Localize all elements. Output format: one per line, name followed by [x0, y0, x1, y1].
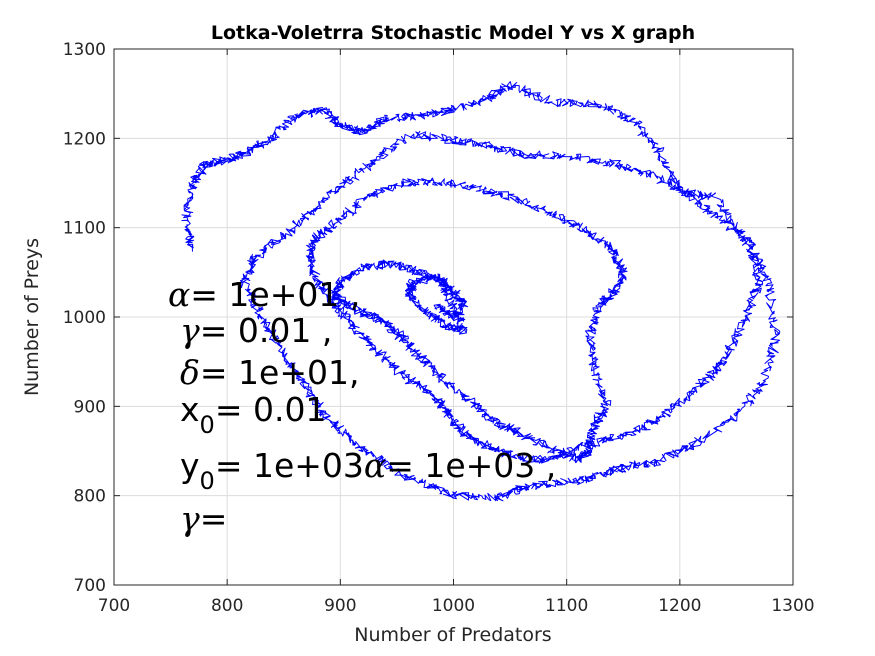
gamma2-symbol: γ: [180, 499, 200, 538]
annotation-line-y0: y0= 1e+03α= 1e+03 ,: [180, 446, 556, 495]
series-line: [181, 81, 781, 502]
annotation-line-delta: δ= 1e+01,: [180, 353, 359, 392]
chart-title: Lotka-Voletrra Stochastic Model Y vs X g…: [211, 22, 695, 44]
gamma-symbol: γ: [180, 311, 200, 350]
x-tick-label: 1100: [545, 596, 588, 616]
x-tick-label: 1300: [771, 596, 814, 616]
gamma-value: = 0.01 ,: [200, 311, 333, 350]
y-tick-label: 800: [74, 487, 106, 507]
x-tick-label: 1200: [658, 596, 701, 616]
alpha-value: = 1e+01 ,: [190, 275, 360, 314]
tick-marks: [113, 48, 794, 586]
annotation-line-gamma: γ= 0.01 ,: [180, 311, 332, 350]
delta-symbol: δ: [180, 353, 200, 392]
x-tick-label: 700: [98, 596, 130, 616]
x-tick-label: 800: [211, 596, 243, 616]
y0-value: = 1e+03: [215, 446, 364, 485]
annotation-line-alpha: α= 1e+01 ,: [168, 275, 360, 314]
y-tick-label: 1200: [63, 129, 106, 149]
alpha-symbol: α: [168, 275, 190, 314]
gamma2-value: =: [200, 499, 228, 538]
x-tick-label: 1000: [432, 596, 475, 616]
annotation-line-x0: x0= 0.01: [180, 390, 326, 439]
x-tick-labels: 700 800 900 1000 1100 1200 1300: [98, 596, 815, 616]
annotation-line-gamma2: γ=: [180, 499, 227, 538]
parameter-annotation: α= 1e+01 , γ= 0.01 , δ= 1e+01, x0= 0.01 …: [168, 275, 556, 538]
x0-value: = 0.01: [215, 390, 327, 429]
y-tick-labels: 700 800 900 1000 1100 1200 1300: [63, 40, 106, 596]
x-axis-label: Number of Predators: [354, 624, 551, 646]
x-tick-label: 900: [324, 596, 356, 616]
alpha2-symbol: α: [364, 446, 386, 485]
y-tick-label: 1100: [63, 219, 106, 239]
delta-value: = 1e+01,: [200, 353, 360, 392]
y-tick-label: 900: [74, 397, 106, 417]
y-axis-label: Number of Preys: [21, 238, 43, 396]
x0-subscript: 0: [200, 411, 215, 439]
y0-subscript: 0: [200, 467, 215, 495]
y0-symbol: y: [180, 446, 200, 485]
y-tick-label: 1300: [63, 40, 106, 60]
x0-symbol: x: [180, 390, 200, 429]
series-layer: [181, 81, 781, 502]
alpha2-value: = 1e+03 ,: [386, 446, 556, 485]
y-tick-label: 700: [74, 576, 106, 596]
y-tick-label: 1000: [63, 308, 106, 328]
